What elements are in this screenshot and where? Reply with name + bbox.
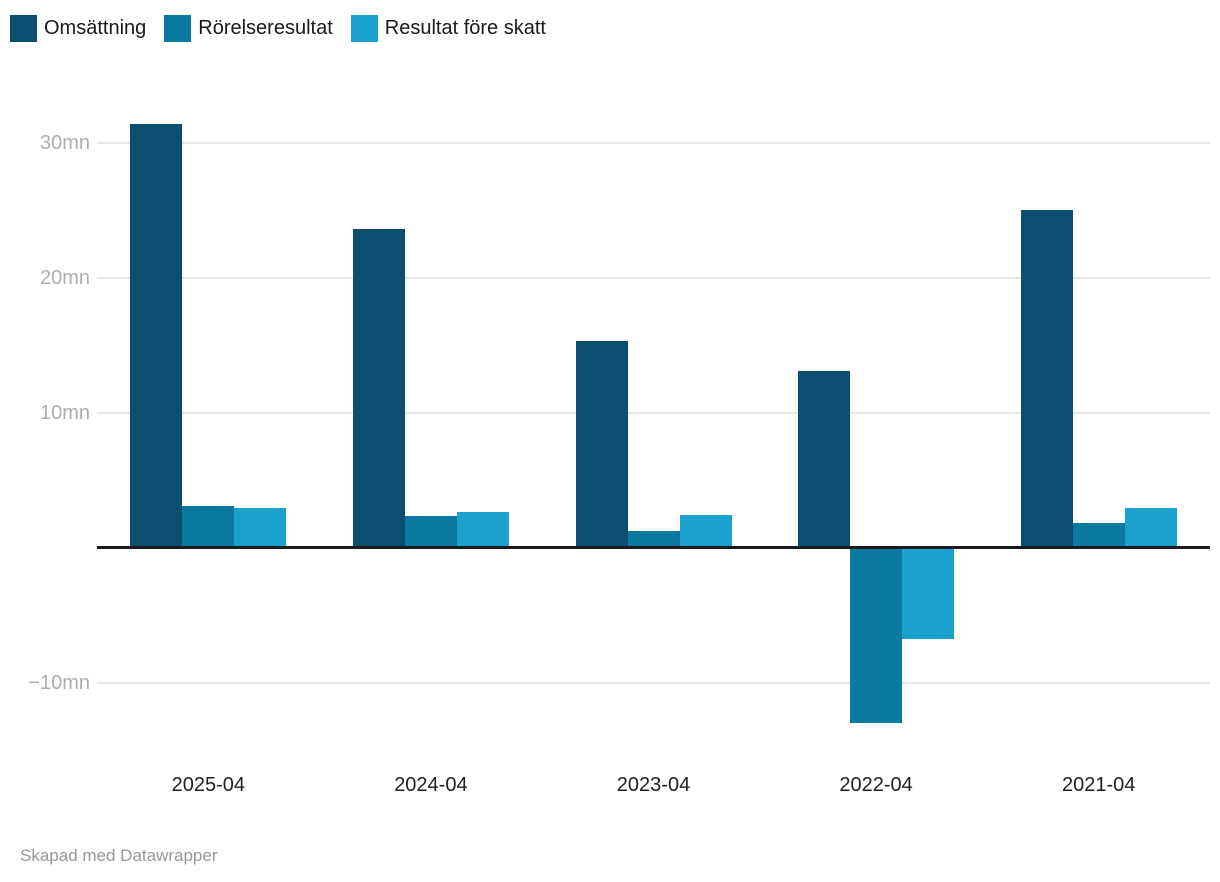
gridline bbox=[97, 276, 1210, 279]
bar[interactable] bbox=[575, 340, 628, 548]
bar[interactable] bbox=[902, 547, 955, 640]
legend: Omsättning Rörelseresultat Resultat före s… bbox=[10, 15, 546, 42]
gridline bbox=[97, 681, 1210, 684]
bar[interactable] bbox=[1124, 508, 1177, 548]
y-tick-label: 30mn bbox=[39, 131, 90, 154]
legend-label: Resultat före skatt bbox=[384, 17, 546, 39]
y-tick-label: −10mn bbox=[28, 671, 90, 694]
legend-swatch-icon bbox=[10, 15, 37, 42]
gridline bbox=[97, 141, 1210, 144]
bar[interactable] bbox=[456, 512, 509, 548]
legend-label: Rörelseresultat bbox=[198, 17, 333, 39]
bar[interactable] bbox=[679, 515, 732, 548]
y-tick-label: 10mn bbox=[39, 401, 90, 424]
credit-line[interactable]: Skapad med Datawrapper bbox=[20, 846, 218, 865]
zero-axis-line bbox=[97, 546, 1210, 549]
bar[interactable] bbox=[850, 547, 903, 723]
legend-label: Omsättning bbox=[44, 17, 147, 39]
y-tick-label: 20mn bbox=[39, 266, 90, 289]
legend-swatch-icon bbox=[164, 15, 192, 42]
legend-swatch-icon bbox=[350, 15, 378, 42]
bar[interactable] bbox=[130, 123, 183, 548]
bar[interactable] bbox=[352, 228, 405, 548]
bar[interactable] bbox=[1072, 523, 1125, 548]
bar[interactable] bbox=[627, 531, 680, 548]
x-axis-label: 2023-04 bbox=[616, 774, 691, 796]
bar[interactable] bbox=[404, 516, 457, 548]
legend-item: Rörelseresultat bbox=[164, 15, 333, 42]
x-axis-label: 2024-04 bbox=[394, 774, 468, 796]
x-axis-label: 2025-04 bbox=[171, 774, 245, 796]
legend-item: Omsättning bbox=[10, 15, 146, 42]
bar[interactable] bbox=[234, 508, 287, 548]
bar[interactable] bbox=[798, 370, 851, 548]
x-axis-label: 2021-04 bbox=[1061, 774, 1136, 796]
bar[interactable] bbox=[1020, 210, 1073, 548]
x-axis-label: 2022-04 bbox=[839, 774, 913, 796]
gridline bbox=[97, 411, 1210, 414]
legend-item: Resultat före skatt bbox=[350, 15, 546, 42]
bar[interactable] bbox=[182, 505, 235, 548]
